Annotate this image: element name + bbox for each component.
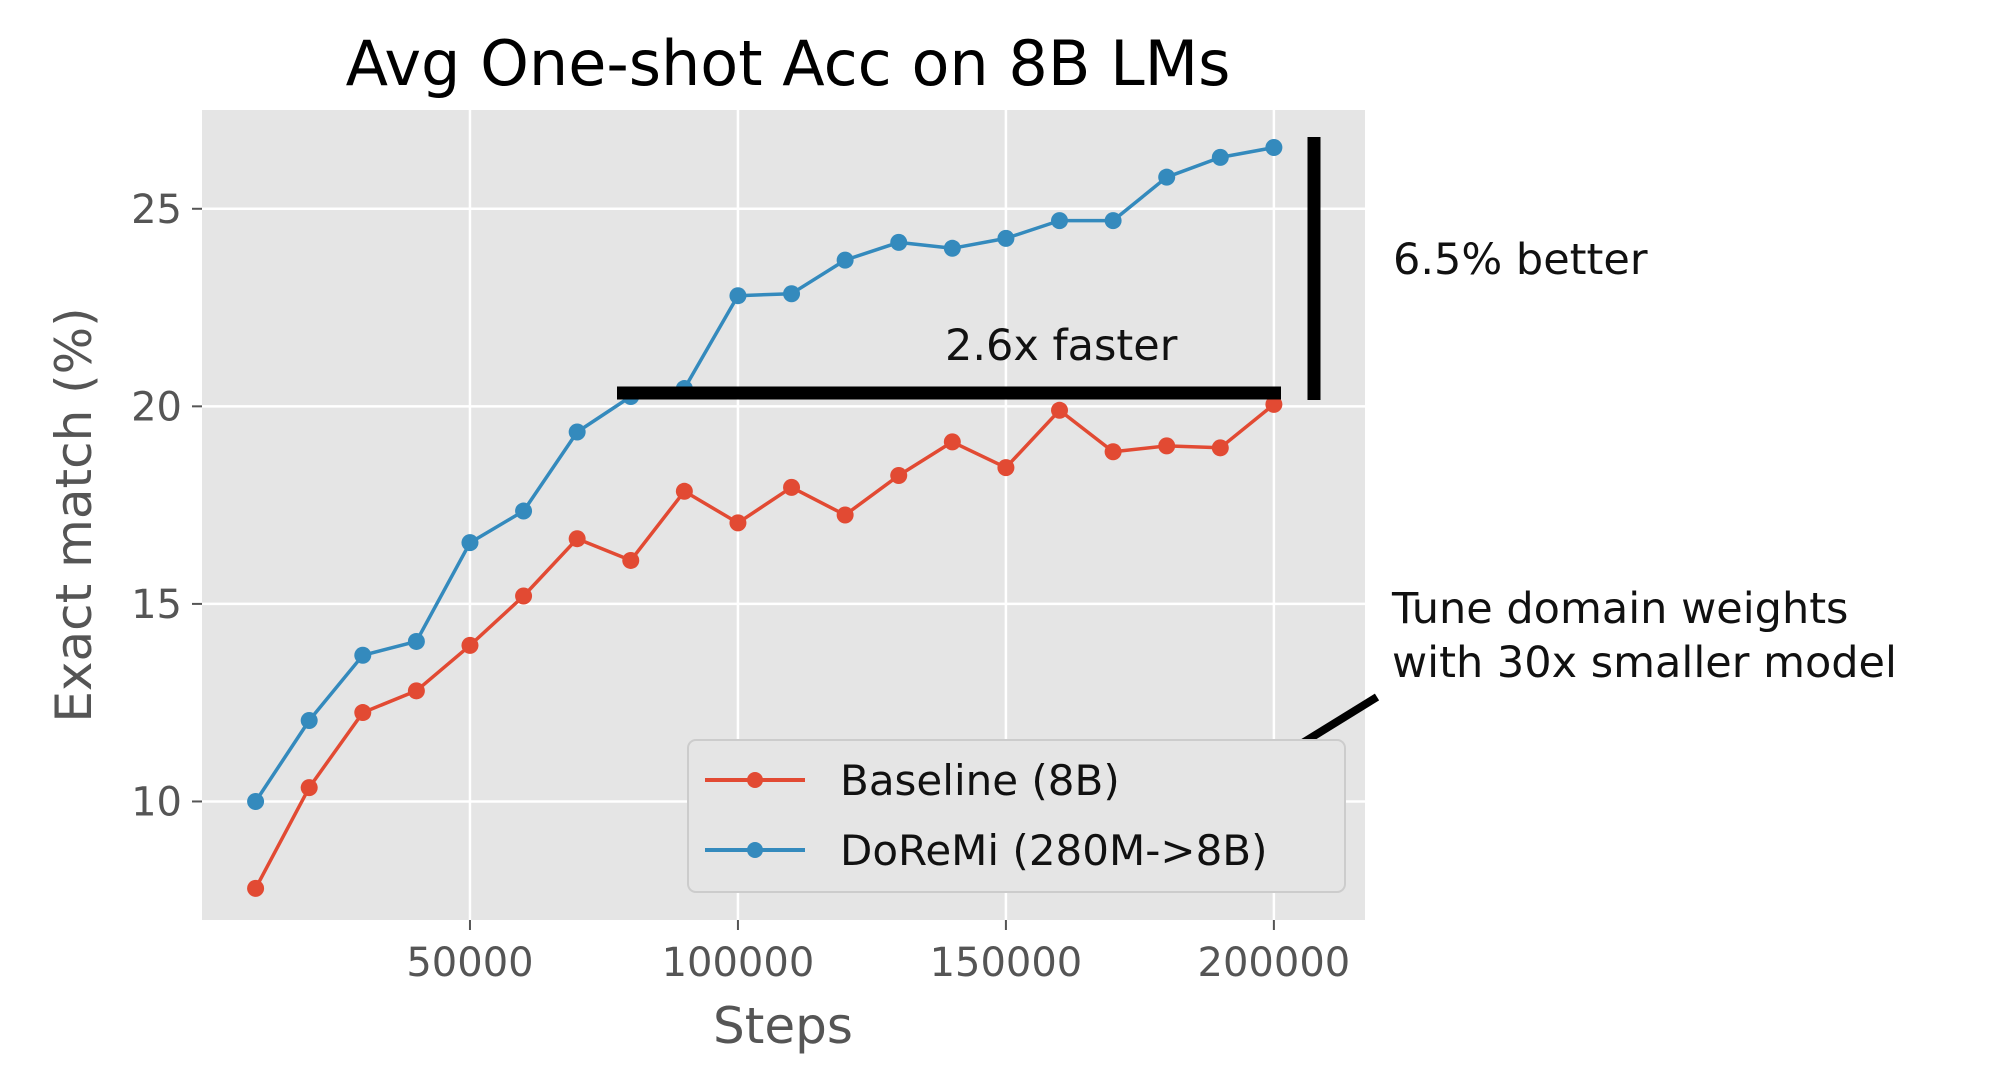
x-tick-label: 200000 [1198, 940, 1351, 986]
data-point-doremi [1265, 139, 1283, 157]
x-tick-label: 150000 [930, 940, 1083, 986]
data-point-baseline [943, 433, 961, 451]
data-point-doremi [354, 646, 372, 664]
y-tick-label: 20 [131, 384, 182, 430]
data-point-baseline [675, 482, 693, 500]
x-axis-label: Steps [713, 997, 853, 1055]
data-point-doremi [515, 502, 533, 520]
data-point-doremi [783, 285, 801, 303]
y-axis-label: Exact match (%) [45, 307, 103, 722]
data-point-baseline [729, 514, 747, 532]
data-point-baseline [461, 636, 479, 654]
data-point-doremi [836, 251, 854, 269]
tune-annotation-line2: with 30x smaller model [1392, 638, 1897, 688]
data-point-doremi [568, 423, 586, 441]
data-point-baseline [783, 478, 801, 496]
legend: Baseline (8B) DoReMi (280M->8B) [687, 739, 1346, 893]
data-point-doremi [1104, 212, 1122, 230]
data-point-doremi [1051, 212, 1069, 230]
series-line-doremi [254, 145, 1275, 803]
data-point-baseline [1051, 401, 1069, 419]
data-point-doremi [461, 534, 479, 552]
data-point-doremi [890, 233, 908, 251]
data-point-doremi [247, 792, 265, 810]
data-point-baseline [407, 682, 425, 700]
data-point-baseline [247, 879, 265, 897]
y-tick-label: 25 [131, 187, 182, 233]
data-point-baseline [354, 704, 372, 722]
better-annotation: 6.5% better [1393, 235, 1648, 285]
data-point-baseline [1104, 443, 1122, 461]
data-point-baseline [836, 506, 854, 524]
data-point-baseline [622, 551, 640, 569]
x-tick-label: 100000 [662, 940, 815, 986]
legend-marker-baseline [747, 772, 763, 788]
tune-annotation-line1: Tune domain weights [1391, 584, 1848, 634]
ticks: 50000 100000 150000 200000 10 15 20 25 [131, 187, 1350, 986]
data-point-doremi [729, 287, 747, 305]
data-point-baseline [1265, 395, 1283, 413]
chart-title: Avg One-shot Acc on 8B LMs [346, 27, 1231, 100]
faster-annotation: 2.6x faster [945, 321, 1178, 371]
legend-marker-doremi [747, 842, 763, 858]
legend-label-baseline: Baseline (8B) [840, 756, 1120, 805]
y-tick-label: 15 [131, 582, 182, 628]
data-point-doremi [997, 229, 1015, 247]
data-point-baseline [515, 587, 533, 605]
data-point-baseline [1158, 437, 1176, 455]
data-point-doremi [1211, 148, 1229, 166]
data-point-doremi [943, 239, 961, 257]
y-tick-label: 10 [131, 779, 182, 825]
series-layer [247, 139, 1283, 897]
data-point-baseline [890, 466, 908, 484]
series-line-baseline [254, 403, 1276, 890]
data-point-baseline [1211, 439, 1229, 457]
x-tick-label: 50000 [406, 940, 533, 986]
data-point-doremi [1158, 168, 1176, 186]
data-point-baseline [568, 530, 586, 548]
data-point-baseline [300, 779, 318, 797]
data-point-doremi [300, 711, 318, 729]
data-point-baseline [997, 459, 1015, 477]
legend-box [687, 739, 1346, 893]
legend-label-doremi: DoReMi (280M->8B) [840, 826, 1268, 875]
data-point-doremi [407, 632, 425, 650]
